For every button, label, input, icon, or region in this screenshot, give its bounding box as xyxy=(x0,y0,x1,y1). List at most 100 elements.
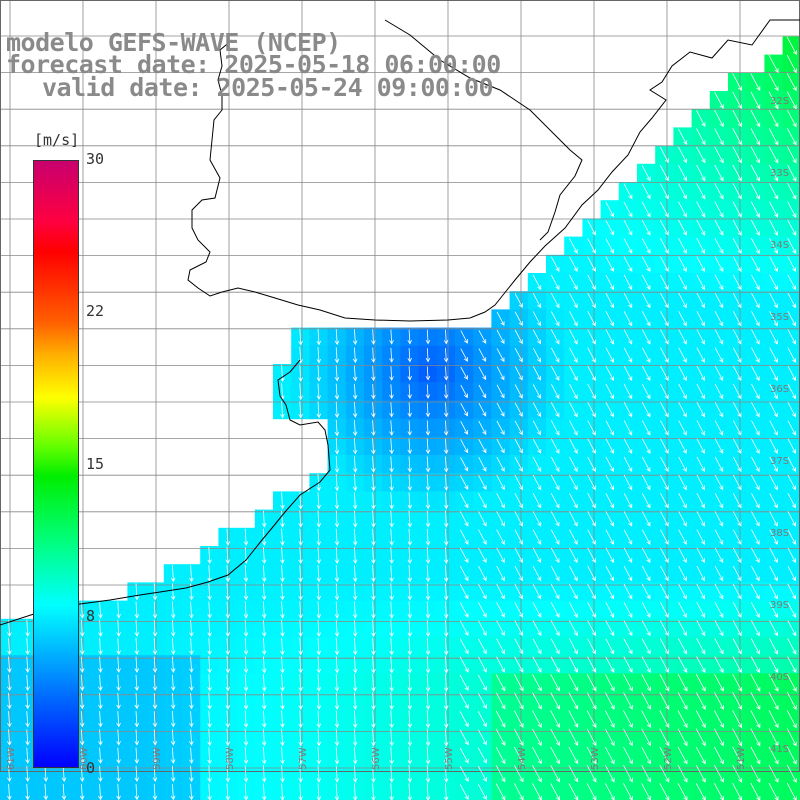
wind-arrow xyxy=(623,638,633,655)
wind-arrow xyxy=(678,438,687,454)
wind-arrow xyxy=(134,747,140,764)
wind-arrow xyxy=(316,347,322,364)
wind-arrow xyxy=(732,529,742,545)
wind-arrow xyxy=(641,765,651,783)
wind-arrow xyxy=(678,292,687,309)
wind-arrow xyxy=(623,493,633,509)
wind-arrow xyxy=(587,383,596,400)
wind-arrow xyxy=(641,584,651,600)
wind-arrow xyxy=(678,620,687,637)
wind-arrow xyxy=(532,511,542,527)
wind-arrow xyxy=(189,674,194,692)
wind-arrow xyxy=(787,365,796,382)
ocean-cell xyxy=(618,782,638,800)
wind-arrow xyxy=(659,219,669,236)
ocean-cell xyxy=(782,473,800,492)
wind-arrow xyxy=(316,583,322,601)
wind-arrow xyxy=(641,238,651,254)
wind-arrow xyxy=(98,711,103,728)
wind-arrow xyxy=(678,638,687,655)
ocean-cell xyxy=(782,254,800,274)
wind-arrow xyxy=(261,546,267,565)
wind-arrow xyxy=(459,692,469,710)
ocean-cell xyxy=(509,782,529,800)
wind-arrow xyxy=(371,619,376,638)
wind-arrow xyxy=(623,728,633,747)
wind-arrow xyxy=(425,728,431,747)
wind-arrow xyxy=(170,783,176,800)
wind-arrow xyxy=(261,783,267,800)
wind-arrow xyxy=(225,546,231,565)
wind-arrow xyxy=(407,637,413,656)
wind-arrow xyxy=(695,710,706,729)
wind-arrow xyxy=(116,783,121,800)
wind-arrow xyxy=(261,728,267,747)
wind-arrow xyxy=(714,511,724,527)
wind-arrow xyxy=(732,783,743,800)
wind-arrow xyxy=(352,765,358,783)
wind-arrow xyxy=(641,493,651,509)
wind-arrow xyxy=(696,529,705,545)
wind-arrow xyxy=(732,456,742,473)
wind-arrow xyxy=(732,164,742,182)
wind-arrow xyxy=(660,565,669,582)
wind-arrow xyxy=(550,438,560,454)
wind-arrow xyxy=(25,747,30,764)
wind-arrow xyxy=(170,656,176,673)
wind-arrow xyxy=(352,329,358,346)
wind-arrow xyxy=(568,710,579,728)
wind-arrow xyxy=(189,619,194,637)
wind-arrow xyxy=(334,783,340,800)
wind-arrow xyxy=(243,783,249,800)
wind-arrow xyxy=(641,165,651,182)
wind-arrow xyxy=(605,220,615,236)
wind-arrow xyxy=(207,601,212,619)
wind-arrow xyxy=(587,292,596,309)
wind-arrow xyxy=(678,584,687,600)
wind-arrow xyxy=(750,219,760,236)
wind-arrow xyxy=(116,674,121,692)
ocean-cell xyxy=(564,782,583,800)
wind-arrow xyxy=(316,601,322,619)
wind-arrow xyxy=(750,91,761,110)
wind-arrow xyxy=(371,492,376,510)
wind-arrow xyxy=(769,402,778,418)
wind-arrow xyxy=(407,746,413,765)
wind-arrow xyxy=(407,710,413,729)
longitude-label: 59W xyxy=(152,747,163,770)
wind-arrow xyxy=(569,383,578,400)
wind-arrow xyxy=(459,656,469,673)
wind-arrow xyxy=(732,420,742,436)
wind-arrow xyxy=(134,637,140,656)
wind-arrow xyxy=(732,238,742,254)
wind-arrow xyxy=(751,274,760,291)
wind-arrow xyxy=(407,348,412,363)
wind-arrow xyxy=(407,673,413,692)
wind-arrow xyxy=(587,638,596,655)
ocean-cell xyxy=(782,728,800,747)
wind-arrow xyxy=(569,493,578,509)
wind-arrow xyxy=(389,438,394,455)
ocean-cell xyxy=(782,546,800,565)
wind-arrow xyxy=(478,402,487,417)
wind-arrow xyxy=(787,292,796,309)
wind-arrow xyxy=(495,710,506,728)
wind-arrow xyxy=(152,637,158,656)
wind-arrow xyxy=(478,493,487,509)
wind-arrow xyxy=(532,347,541,363)
wind-arrow xyxy=(696,420,705,436)
wind-arrow xyxy=(389,366,394,381)
wind-arrow xyxy=(334,692,340,710)
wind-arrow xyxy=(116,601,121,619)
wind-arrow xyxy=(316,710,322,729)
wind-arrow xyxy=(550,728,560,747)
wind-arrow xyxy=(532,710,542,728)
wind-arrow xyxy=(550,311,560,327)
wind-arrow xyxy=(389,655,394,674)
title-forecast-date: forecast date: 2025-05-18 06:00:00 xyxy=(6,50,501,79)
wind-arrow xyxy=(116,729,121,746)
wind-arrow xyxy=(587,420,596,436)
wind-arrow xyxy=(352,365,358,382)
wind-arrow xyxy=(25,637,30,656)
wind-arrow xyxy=(714,529,724,545)
